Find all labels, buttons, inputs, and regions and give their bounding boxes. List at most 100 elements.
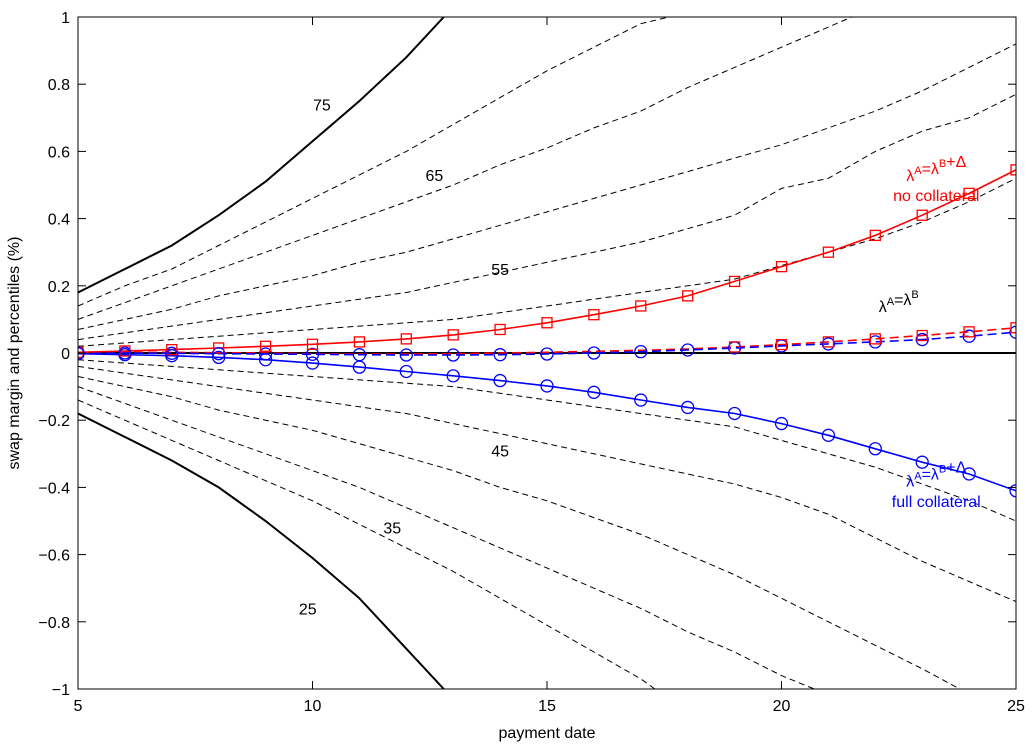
percentile-curve-25 (78, 412, 445, 689)
blue-dashed-circle-marker (681, 343, 695, 357)
percentile-label-65: 65 (426, 168, 444, 185)
red-square-marker (869, 229, 881, 242)
red-dashed-square-marker (1010, 322, 1016, 334)
red-square-marker (775, 260, 788, 273)
blue-circle-marker (118, 348, 132, 362)
percentile-label-25: 25 (299, 601, 317, 618)
y-tick-label: 0.4 (48, 212, 70, 229)
blue-circle-marker (1009, 484, 1016, 498)
blue-dashed-circle-marker (399, 348, 413, 362)
percentile-curve-unlabeled-10 (78, 386, 815, 689)
blue-circle-marker (399, 364, 413, 379)
y-tick-label: −0.8 (38, 615, 70, 632)
percentile-label-35: 35 (383, 521, 401, 538)
blue-circle-marker (634, 393, 648, 407)
percentile-curve-45 (78, 359, 1016, 522)
red-dashed-square-marker (822, 336, 835, 348)
red-square-marker (353, 336, 366, 348)
blue-circle-marker (587, 385, 601, 399)
percentile-curve-unlabeled-3 (78, 43, 1016, 330)
red-square-marker (494, 323, 506, 336)
blue-circle-marker (821, 428, 836, 442)
blue-circle-marker (258, 353, 273, 367)
red-square-marker (1010, 164, 1016, 176)
blue-circle-marker (165, 349, 179, 363)
y-tick-label: 0.2 (48, 279, 70, 296)
x-tick-label: 25 (1007, 698, 1025, 715)
red-square-marker (728, 275, 741, 288)
y-tick-label: −0.4 (38, 480, 70, 497)
annotation-red-formula: λA=λB+Δ (906, 154, 966, 185)
percentile-curve-unlabeled-1 (78, 17, 670, 307)
blue-circle-marker (681, 400, 695, 415)
red-square-marker (447, 329, 459, 341)
blue-circle-marker (212, 350, 226, 365)
percentile-label-75: 75 (313, 97, 331, 114)
blue-dashed-circle-marker (634, 345, 648, 359)
blue-dashed-circle-marker (540, 347, 554, 361)
blue-circle-marker (727, 406, 742, 421)
series-line-1 (78, 327, 1016, 355)
blue-dashed-circle-marker (305, 347, 320, 361)
blue-circle-marker (915, 455, 929, 469)
blue-dashed-circle-marker (446, 348, 460, 362)
x-tick-label: 5 (74, 698, 83, 715)
blue-dashed-circle-marker (868, 335, 882, 349)
y-tick-label: 0.6 (48, 144, 70, 161)
blue-dashed-circle-marker (493, 348, 507, 362)
annotation-black-formula: λA=λB (879, 289, 919, 316)
red-dashed-square-marker (916, 329, 928, 342)
y-axis-title: swap margin and percentiles (%) (6, 237, 23, 470)
red-dashed-square-marker (869, 333, 881, 345)
blue-circle-marker (446, 369, 460, 383)
y-tick-label: −0.6 (38, 548, 70, 565)
series-line-0 (78, 169, 1016, 354)
red-dashed-square-marker (963, 326, 975, 338)
red-square-marker (541, 317, 553, 329)
red-square-marker (166, 343, 178, 356)
percentile-curve-75 (78, 17, 445, 294)
percentile-curve-unlabeled-8 (78, 365, 1016, 603)
blue-dashed-circle-marker (915, 332, 929, 347)
y-tick-label: −1 (52, 682, 70, 699)
blue-circle-marker (540, 379, 554, 393)
red-square-marker (259, 340, 272, 352)
red-square-marker (822, 246, 835, 258)
annotation-blue-caption: full collateral (892, 494, 981, 511)
x-tick-label: 15 (538, 698, 556, 715)
percentile-curve-65 (78, 17, 852, 320)
y-tick-label: 0 (61, 346, 70, 363)
y-tick-label: 1 (61, 10, 70, 27)
percentile-label-55: 55 (491, 262, 509, 279)
blue-dashed-circle-marker (258, 347, 273, 361)
percentile-curve-35 (78, 376, 960, 689)
red-square-marker (306, 338, 319, 350)
red-square-marker (635, 300, 647, 312)
blue-circle-marker (868, 442, 882, 456)
annotation-blue-formula: λA=λB+Δ (906, 460, 966, 491)
blue-dashed-circle-marker (212, 347, 226, 361)
red-square-marker (682, 290, 694, 302)
x-tick-label: 10 (304, 698, 322, 715)
series-line-2 (78, 331, 1016, 356)
percentile-curve-unlabeled-4 (78, 93, 1016, 341)
red-square-marker (916, 209, 928, 221)
percentile-curve-55 (78, 177, 1016, 347)
blue-circle-marker (352, 360, 367, 374)
red-square-marker (400, 333, 412, 345)
red-square-marker (963, 187, 975, 200)
blue-dashed-circle-marker (1009, 325, 1016, 339)
percentile-label-45: 45 (491, 443, 509, 460)
blue-circle-marker (493, 373, 507, 388)
x-tick-label: 20 (773, 698, 791, 715)
x-axis-title: payment date (499, 725, 596, 742)
blue-dashed-circle-marker (962, 329, 976, 343)
blue-circle-marker (774, 416, 789, 431)
y-tick-label: 0.8 (48, 77, 70, 94)
percentile-curve-unlabeled-11 (78, 399, 656, 689)
red-dashed-square-marker (728, 341, 741, 353)
red-square-marker (213, 342, 225, 354)
blue-circle-marker (305, 356, 320, 370)
annotation-red-caption: no collateral (893, 188, 979, 205)
